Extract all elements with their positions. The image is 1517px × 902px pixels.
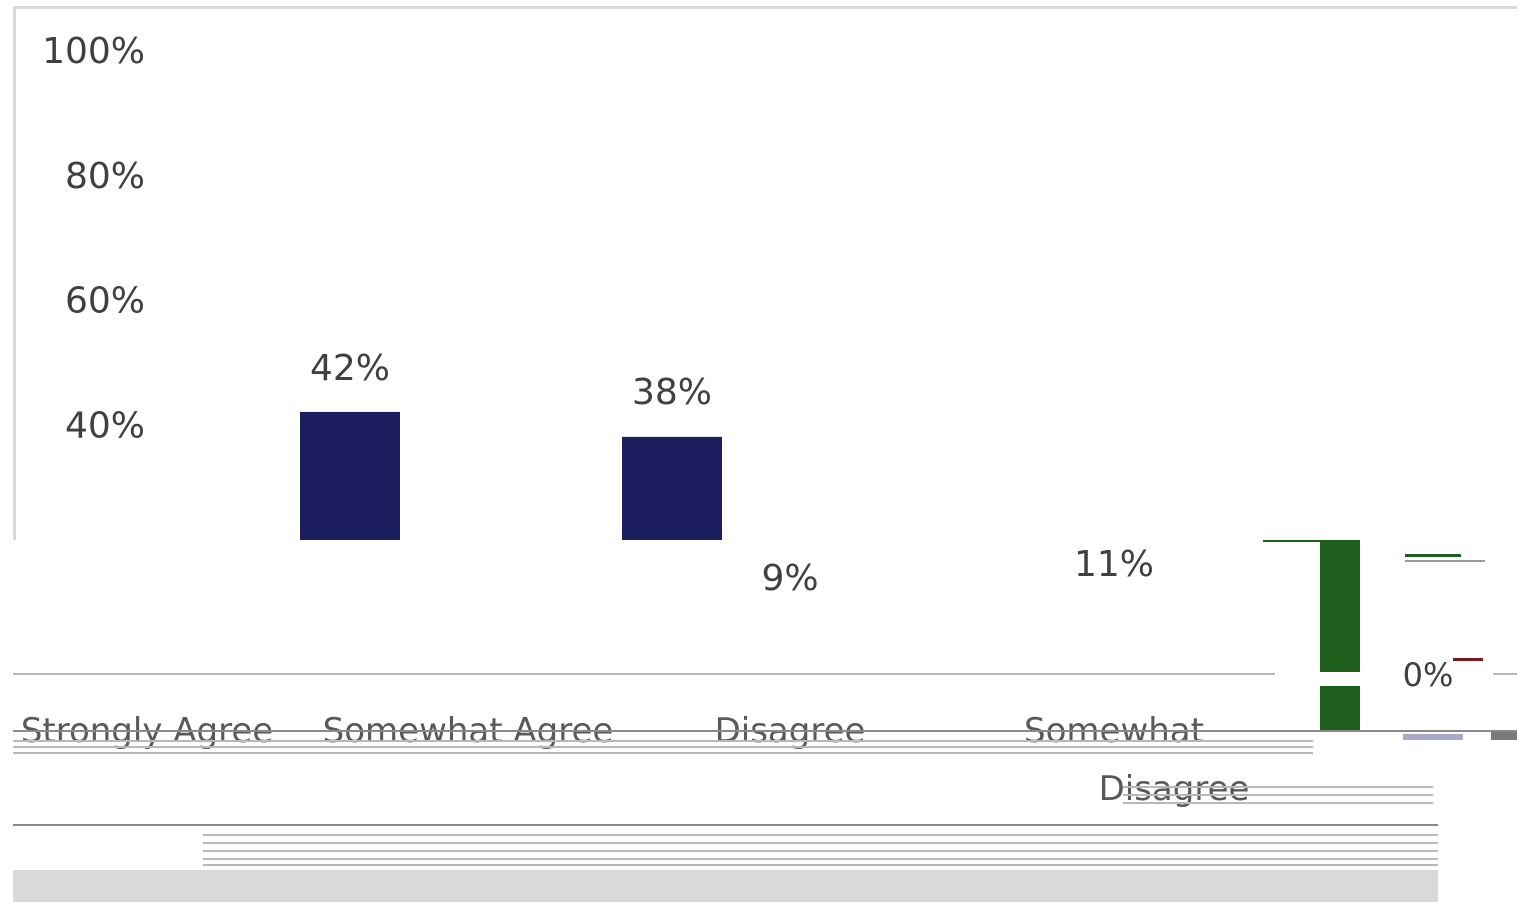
category-label-line2: Disagree <box>1099 769 1250 809</box>
bottom-grey-bar <box>13 870 1438 902</box>
y-tick-label: 80% <box>65 156 145 197</box>
bar <box>622 436 722 540</box>
category-label: Somewhat Agree <box>323 711 614 751</box>
data-label: 9% <box>761 558 818 599</box>
category-label: Strongly Agree <box>21 711 273 751</box>
y-tick-label: 100% <box>42 31 145 72</box>
y-tick-label: 40% <box>65 405 145 446</box>
category-label: Somewhat <box>1024 711 1204 751</box>
category-label: Disagree <box>715 711 866 751</box>
y-tick-label: 60% <box>65 281 145 322</box>
data-label: 0% <box>1403 656 1454 694</box>
chart-frame-left <box>13 6 16 540</box>
data-label: 38% <box>632 372 712 413</box>
bar <box>300 411 400 540</box>
data-label: 11% <box>1074 544 1154 585</box>
data-label: 42% <box>310 348 390 389</box>
chart-frame-top <box>13 6 1517 9</box>
